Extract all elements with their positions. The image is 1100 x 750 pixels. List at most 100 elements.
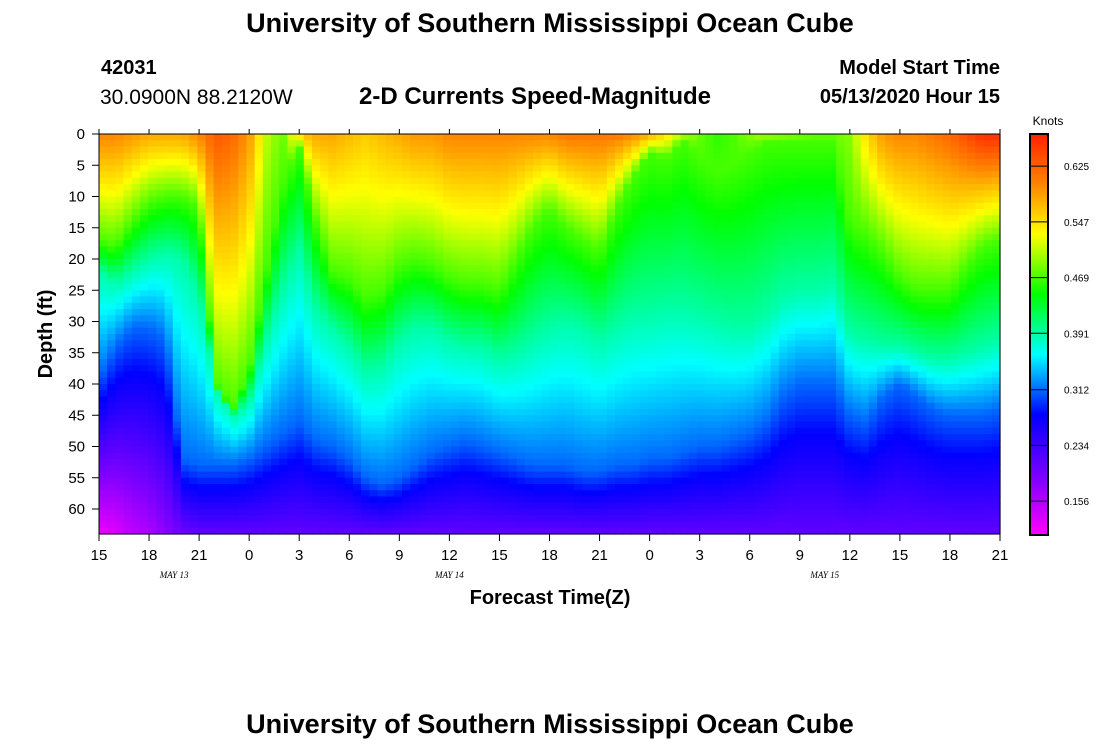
heatmap-cell	[230, 527, 239, 535]
heatmap-cell	[279, 402, 288, 410]
heatmap-cell	[475, 134, 485, 141]
heatmap-cell	[303, 346, 313, 354]
heatmap-cell	[123, 377, 133, 385]
heatmap-cell	[139, 209, 149, 216]
heatmap-cell	[492, 234, 501, 241]
heatmap-cell	[475, 215, 485, 223]
heatmap-cell	[705, 371, 714, 379]
heatmap-cell	[303, 240, 313, 248]
heatmap-cell	[590, 440, 600, 448]
heatmap-cell	[189, 477, 198, 485]
heatmap-cell	[361, 471, 370, 479]
heatmap-cell	[574, 402, 583, 410]
heatmap-cell	[664, 415, 673, 423]
heatmap-cell	[615, 259, 624, 266]
heatmap-cell	[123, 402, 133, 410]
heatmap-cell	[680, 259, 690, 266]
heatmap-cell	[402, 527, 411, 535]
heatmap-cell	[377, 377, 387, 385]
heatmap-cell	[164, 171, 174, 179]
heatmap-cell	[361, 371, 370, 379]
heatmap-cell	[139, 509, 149, 516]
heatmap-cell	[254, 140, 264, 148]
heatmap-cell	[344, 415, 354, 423]
heatmap-cell	[262, 252, 272, 260]
heatmap-cell	[303, 209, 313, 216]
heatmap-cell	[230, 402, 239, 410]
heatmap-cell	[246, 252, 256, 260]
heatmap-cell	[344, 134, 354, 141]
heatmap-cell	[459, 352, 469, 360]
heatmap-cell	[131, 490, 141, 498]
heatmap-cell	[197, 202, 207, 210]
heatmap-cell	[262, 409, 272, 416]
heatmap-cell	[729, 434, 739, 441]
heatmap-cell	[287, 340, 297, 348]
heatmap-cell	[524, 365, 534, 373]
heatmap-cell	[262, 340, 272, 348]
heatmap-cell	[524, 409, 534, 416]
heatmap-cell	[590, 359, 600, 366]
heatmap-cell	[156, 377, 166, 385]
heatmap-cell	[262, 215, 272, 223]
heatmap-cell	[443, 315, 452, 323]
heatmap-cell	[295, 446, 305, 454]
heatmap-cell	[590, 427, 600, 435]
heatmap-cell	[115, 234, 125, 241]
heatmap-cell	[123, 446, 133, 454]
heatmap-cell	[713, 465, 723, 473]
heatmap-cell	[606, 484, 616, 491]
heatmap-cell	[434, 352, 444, 360]
heatmap-cell	[713, 421, 723, 429]
heatmap-cell	[475, 227, 485, 235]
heatmap-cell	[320, 215, 329, 223]
heatmap-cell	[459, 446, 469, 454]
heatmap-cell	[615, 440, 624, 448]
heatmap-cell	[385, 271, 395, 279]
heatmap-cell	[385, 527, 395, 535]
heatmap-cell	[377, 421, 387, 429]
heatmap-cell	[148, 509, 157, 516]
heatmap-cell	[410, 384, 420, 391]
heatmap-cell	[377, 465, 387, 473]
heatmap-cell	[123, 415, 133, 423]
heatmap-cell	[475, 527, 485, 535]
heatmap-cell	[131, 290, 141, 298]
heatmap-cell	[271, 159, 280, 166]
heatmap-cell	[426, 215, 436, 223]
heatmap-cell	[696, 284, 706, 291]
heatmap-cell	[352, 496, 362, 504]
heatmap-cell	[565, 184, 575, 191]
heatmap-cell	[434, 515, 444, 523]
heatmap-cell	[574, 359, 583, 366]
heatmap-cell	[164, 496, 174, 504]
heatmap-cell	[565, 252, 575, 260]
heatmap-cell	[434, 484, 444, 491]
heatmap-cell	[156, 440, 166, 448]
heatmap-cell	[524, 190, 534, 198]
heatmap-cell	[459, 421, 469, 429]
heatmap-cell	[508, 477, 518, 485]
plot-title: 2-D Currents Speed-Magnitude	[359, 83, 712, 110]
heatmap-cell	[459, 315, 469, 323]
heatmap-cell	[615, 396, 624, 404]
heatmap-cell	[221, 465, 231, 473]
heatmap-cell	[164, 465, 174, 473]
heatmap-cell	[541, 515, 551, 523]
heatmap-cell	[426, 240, 436, 248]
heatmap-cell	[197, 140, 207, 148]
heatmap-cell	[189, 384, 198, 391]
heatmap-cell	[139, 321, 149, 329]
heatmap-cell	[123, 359, 133, 366]
heatmap-cell	[459, 509, 469, 516]
heatmap-cell	[238, 296, 248, 304]
heatmap-cell	[574, 396, 583, 404]
heatmap-cell	[336, 177, 346, 185]
heatmap-cell	[385, 327, 395, 335]
heatmap-cell	[467, 340, 477, 348]
heatmap-cell	[426, 146, 436, 154]
heatmap-cell	[262, 371, 272, 379]
heatmap-cell	[213, 309, 223, 316]
heatmap-cell	[655, 327, 665, 335]
heatmap-cell	[729, 384, 739, 391]
